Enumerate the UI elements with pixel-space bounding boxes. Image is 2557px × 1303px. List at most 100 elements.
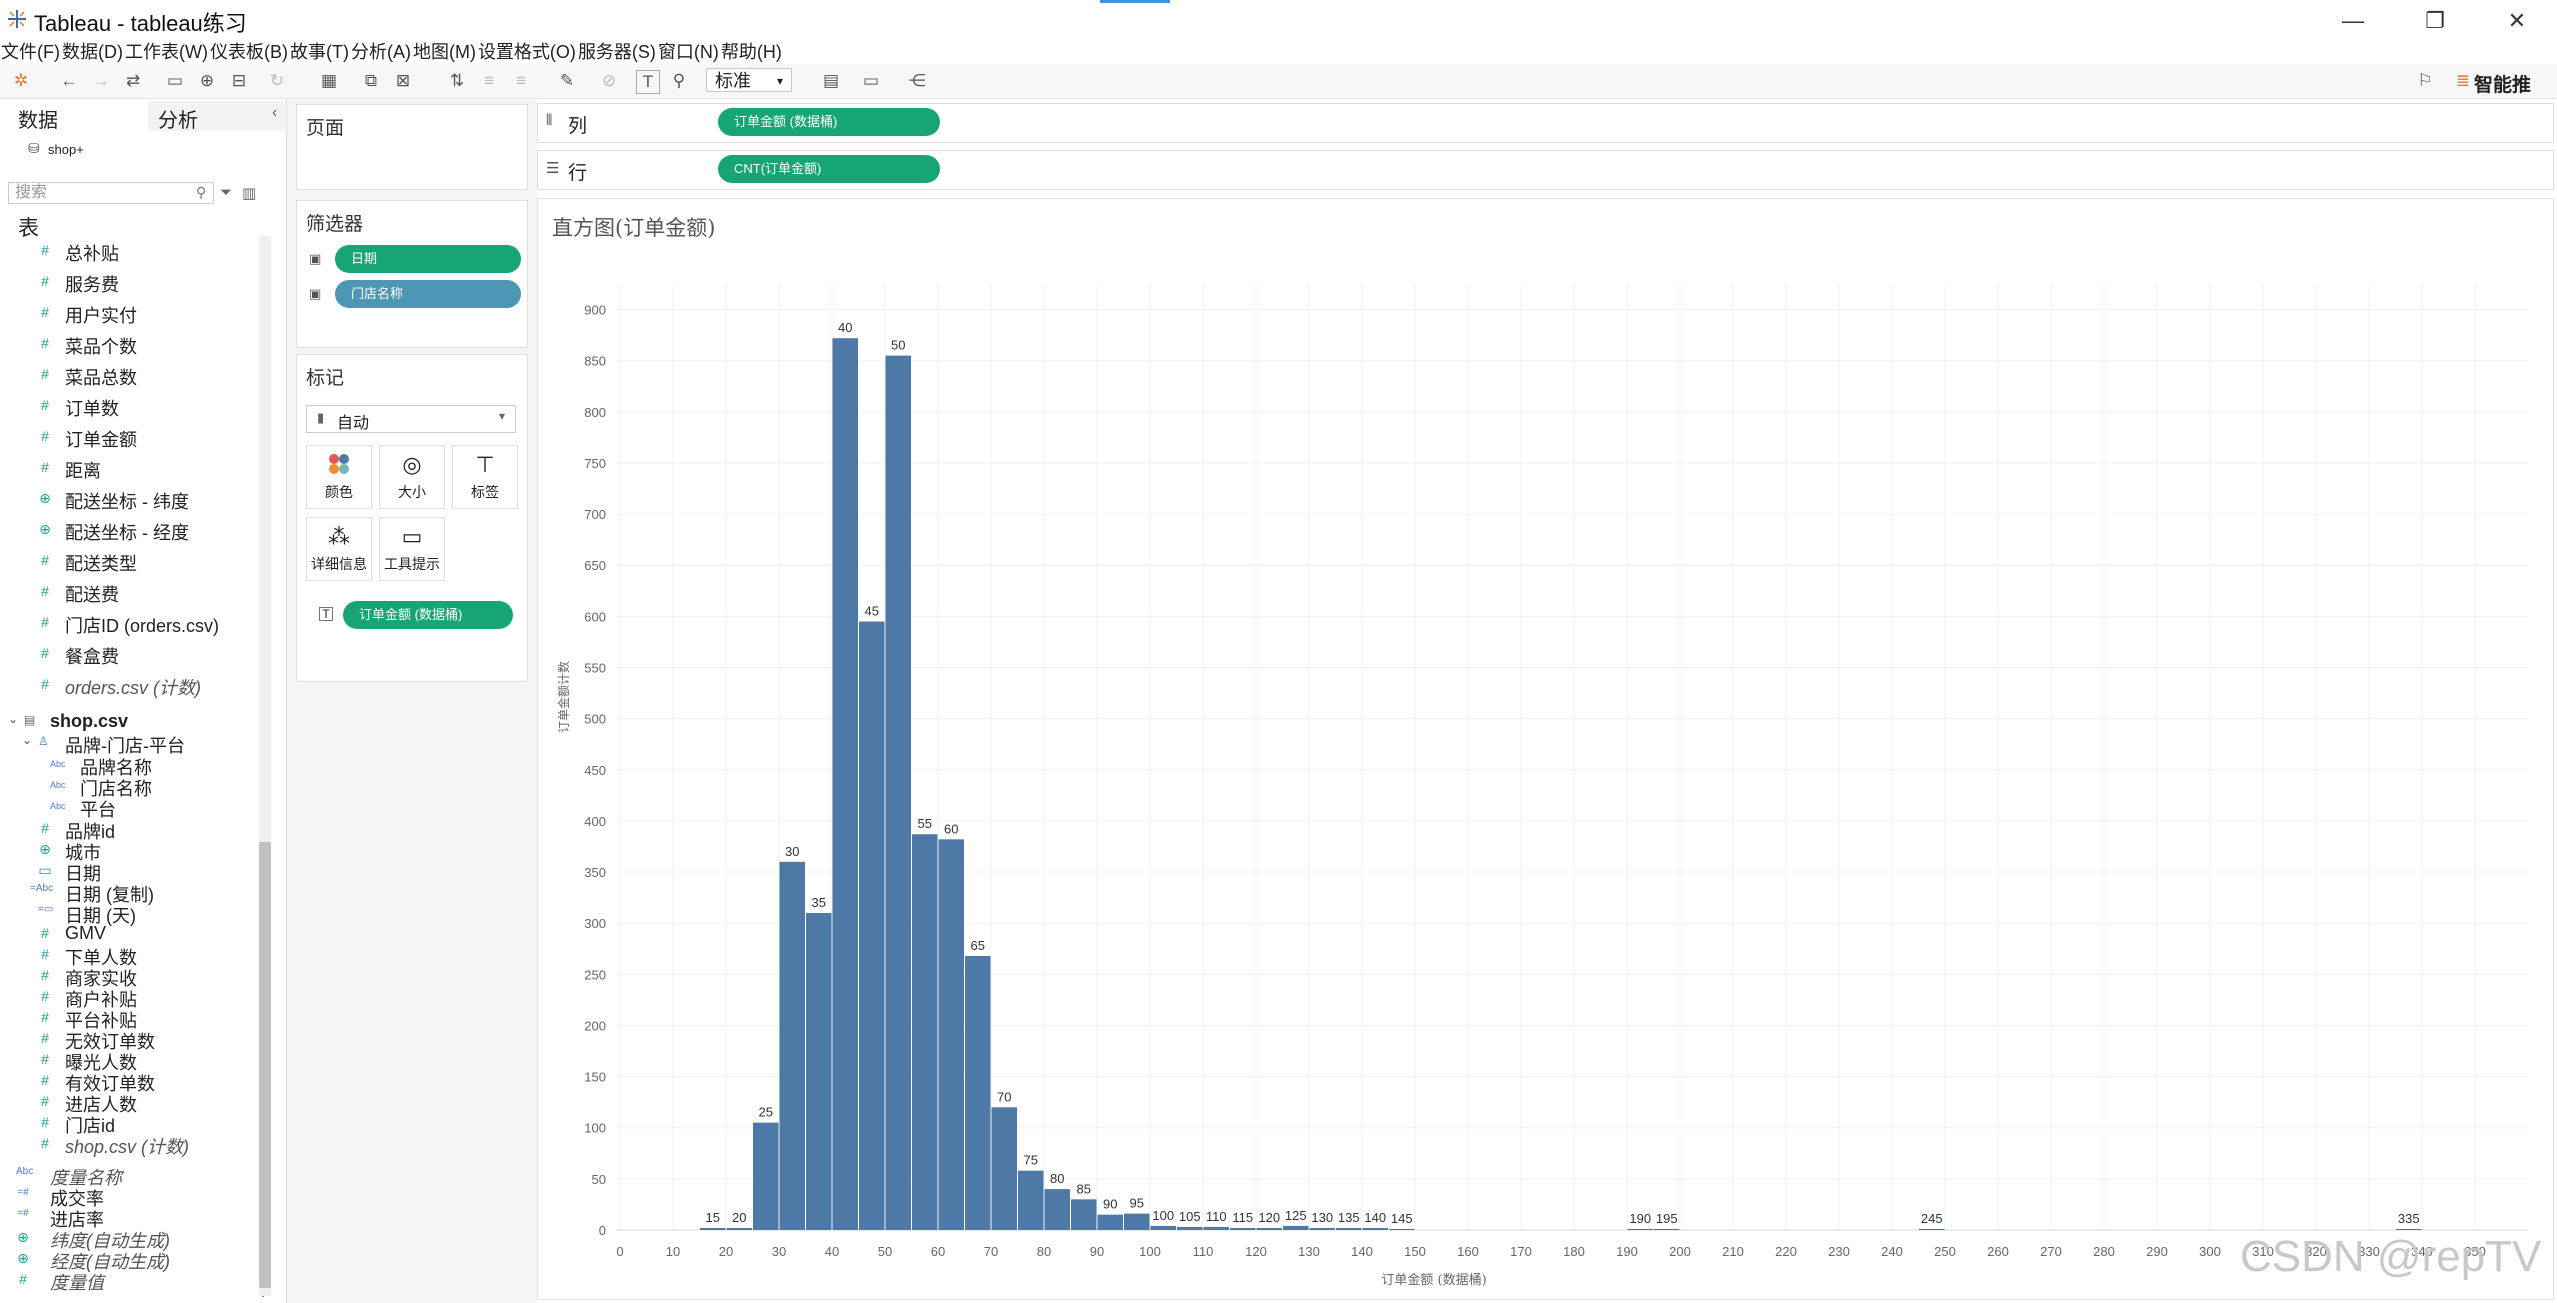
menu-analysis[interactable]: 分析(A) bbox=[350, 42, 411, 62]
field-item[interactable]: 配送坐标 - 纬度 bbox=[65, 492, 189, 512]
refresh-icon[interactable]: ↻ bbox=[269, 71, 285, 90]
field-item[interactable]: 菜品总数 bbox=[65, 368, 137, 388]
swap-icon[interactable]: ⇅ bbox=[449, 71, 465, 90]
hierarchy-item[interactable]: 品牌-门店-平台 bbox=[65, 736, 185, 756]
detail-button[interactable]: ⁂ 详细信息 bbox=[306, 517, 372, 581]
save-icon[interactable]: ▭ bbox=[166, 71, 184, 90]
restore-button[interactable]: ❐ bbox=[2425, 8, 2445, 33]
field-item[interactable]: 总补贴 bbox=[65, 244, 119, 264]
field-item[interactable]: 用户实付 bbox=[65, 306, 137, 326]
filters-card[interactable]: 筛选器 ▣ 日期 ▣ 门店名称 bbox=[296, 200, 528, 348]
field-item[interactable]: 进店人数 bbox=[65, 1095, 137, 1115]
menu-format[interactable]: 设置格式(O) bbox=[477, 42, 576, 62]
close-button[interactable]: ✕ bbox=[2507, 8, 2527, 33]
field-item[interactable]: 曝光人数 bbox=[65, 1053, 137, 1073]
menu-data[interactable]: 数据(D) bbox=[61, 42, 123, 62]
field-item[interactable]: 成交率 bbox=[50, 1189, 104, 1209]
field-item[interactable]: orders.csv (计数) bbox=[65, 678, 202, 698]
pin-icon[interactable]: ⚐ bbox=[2417, 71, 2433, 90]
show-labels-icon[interactable]: T bbox=[636, 70, 660, 94]
minimize-button[interactable]: — bbox=[2342, 8, 2364, 33]
hierarchy-child-item[interactable]: 品牌名称 bbox=[80, 758, 152, 778]
tableau-home-icon[interactable]: ✲ bbox=[13, 71, 29, 90]
field-item[interactable]: 门店ID (orders.csv) bbox=[65, 616, 220, 636]
tab-data[interactable]: 数据 bbox=[18, 110, 58, 132]
show-me-icon[interactable]: ≣ bbox=[2455, 71, 2471, 90]
sort-asc-icon[interactable]: ≡ bbox=[484, 71, 494, 90]
rows-pill[interactable]: CNT(订单金额) bbox=[718, 155, 940, 183]
field-item[interactable]: 度量名称 bbox=[50, 1168, 122, 1188]
share-icon[interactable]: ⋲ bbox=[908, 71, 926, 90]
size-button[interactable]: ◎ 大小 bbox=[379, 445, 445, 509]
mark-type-select[interactable]: ▮ 自动 ▾ bbox=[306, 405, 516, 433]
mark-pill-order-amount-bin[interactable]: 订单金额 (数据桶) bbox=[343, 601, 513, 629]
show-me-button[interactable]: 智能推 bbox=[2474, 75, 2532, 96]
tooltip-button[interactable]: ▭ 工具提示 bbox=[379, 517, 445, 581]
menu-story[interactable]: 故事(T) bbox=[289, 42, 349, 62]
field-item[interactable]: 配送类型 bbox=[65, 554, 137, 574]
menu-file[interactable]: 文件(F) bbox=[1, 42, 60, 62]
menu-window[interactable]: 窗口(N) bbox=[657, 42, 719, 62]
field-item[interactable]: 日期 bbox=[65, 864, 101, 884]
menu-dashboard[interactable]: 仪表板(B) bbox=[209, 42, 288, 62]
rows-shelf[interactable]: ☰ 行 CNT(订单金额) bbox=[537, 150, 2554, 190]
field-item[interactable]: 订单金额 bbox=[65, 430, 137, 450]
collapse-pane-icon[interactable]: ‹ bbox=[272, 104, 278, 121]
undo-icon[interactable]: ← bbox=[60, 71, 78, 90]
field-item[interactable]: 服务费 bbox=[65, 275, 119, 295]
field-item[interactable]: 度量值 bbox=[50, 1273, 104, 1293]
label-button[interactable]: ⊤ 标签 bbox=[452, 445, 518, 509]
datasource-name[interactable]: shop+ bbox=[48, 142, 84, 157]
field-item[interactable]: 门店id bbox=[65, 1116, 116, 1136]
replay-icon[interactable]: ⇄ bbox=[125, 71, 141, 90]
view-size-select[interactable]: 标准 ▾ bbox=[706, 68, 792, 92]
highlight-icon[interactable]: ✎ bbox=[559, 71, 575, 90]
field-item[interactable]: 配送费 bbox=[65, 585, 119, 605]
field-item[interactable]: 日期 (复制) bbox=[65, 885, 154, 905]
field-item[interactable]: 商户补贴 bbox=[65, 990, 137, 1010]
field-item[interactable]: 平台补贴 bbox=[65, 1011, 137, 1031]
collapse-hierarchy-icon[interactable]: ⌄ bbox=[22, 733, 33, 747]
filter-pill-store-name[interactable]: 门店名称 bbox=[335, 280, 521, 308]
field-item[interactable]: 下单人数 bbox=[65, 948, 137, 968]
search-input[interactable]: 搜索 bbox=[8, 182, 214, 204]
field-item[interactable]: 品牌id bbox=[65, 822, 116, 842]
field-item[interactable]: 配送坐标 - 经度 bbox=[65, 523, 189, 543]
hierarchy-child-item[interactable]: 平台 bbox=[80, 800, 116, 820]
new-datasource-icon[interactable]: ⊕ bbox=[199, 71, 215, 90]
field-item[interactable]: 经度(自动生成) bbox=[50, 1252, 170, 1272]
redo-icon[interactable]: → bbox=[92, 71, 110, 90]
presentation-icon[interactable]: ▭ bbox=[862, 71, 880, 90]
table-shop-csv[interactable]: shop.csv bbox=[50, 711, 129, 731]
pause-updates-icon[interactable]: ⊟ bbox=[231, 71, 247, 90]
field-item[interactable]: 纬度(自动生成) bbox=[50, 1231, 170, 1251]
columns-shelf[interactable]: ⫴ 列 订单金额 (数据桶) bbox=[537, 103, 2554, 143]
hierarchy-child-item[interactable]: 门店名称 bbox=[80, 779, 152, 799]
field-item[interactable]: 距离 bbox=[65, 461, 101, 481]
field-item[interactable]: 城市 bbox=[65, 843, 101, 863]
collapse-table-icon[interactable]: ⌄ bbox=[8, 712, 19, 726]
field-item[interactable]: 进店率 bbox=[50, 1210, 104, 1230]
field-item[interactable]: 菜品个数 bbox=[65, 337, 137, 357]
field-item[interactable]: shop.csv (计数) bbox=[65, 1137, 190, 1157]
field-item[interactable]: 有效订单数 bbox=[65, 1074, 155, 1094]
clear-sheet-icon[interactable]: ⊠ bbox=[395, 71, 411, 90]
menu-help[interactable]: 帮助(H) bbox=[720, 42, 782, 62]
filter-fields-icon[interactable]: ⏷ bbox=[220, 184, 233, 201]
duplicate-icon[interactable]: ⧉ bbox=[364, 71, 378, 90]
tab-analysis[interactable]: 分析 bbox=[158, 110, 198, 132]
pages-card[interactable]: 页面 bbox=[296, 104, 528, 190]
menu-map[interactable]: 地图(M) bbox=[412, 42, 476, 62]
field-item[interactable]: 订单数 bbox=[65, 399, 119, 419]
columns-pill[interactable]: 订单金额 (数据桶) bbox=[718, 108, 940, 136]
field-item[interactable]: GMV bbox=[65, 923, 107, 943]
color-button[interactable]: 颜色 bbox=[306, 445, 372, 509]
group-icon[interactable]: ⊘ bbox=[601, 71, 617, 90]
view-options-icon[interactable]: ▥ bbox=[242, 185, 257, 202]
filter-pill-date[interactable]: 日期 bbox=[335, 245, 521, 273]
menu-worksheet[interactable]: 工作表(W) bbox=[124, 42, 208, 62]
scrollbar-thumb[interactable] bbox=[259, 842, 271, 1288]
sort-desc-icon[interactable]: ≡ bbox=[516, 71, 526, 90]
new-worksheet-icon[interactable]: ▦ bbox=[320, 71, 338, 90]
menu-server[interactable]: 服务器(S) bbox=[577, 42, 656, 62]
